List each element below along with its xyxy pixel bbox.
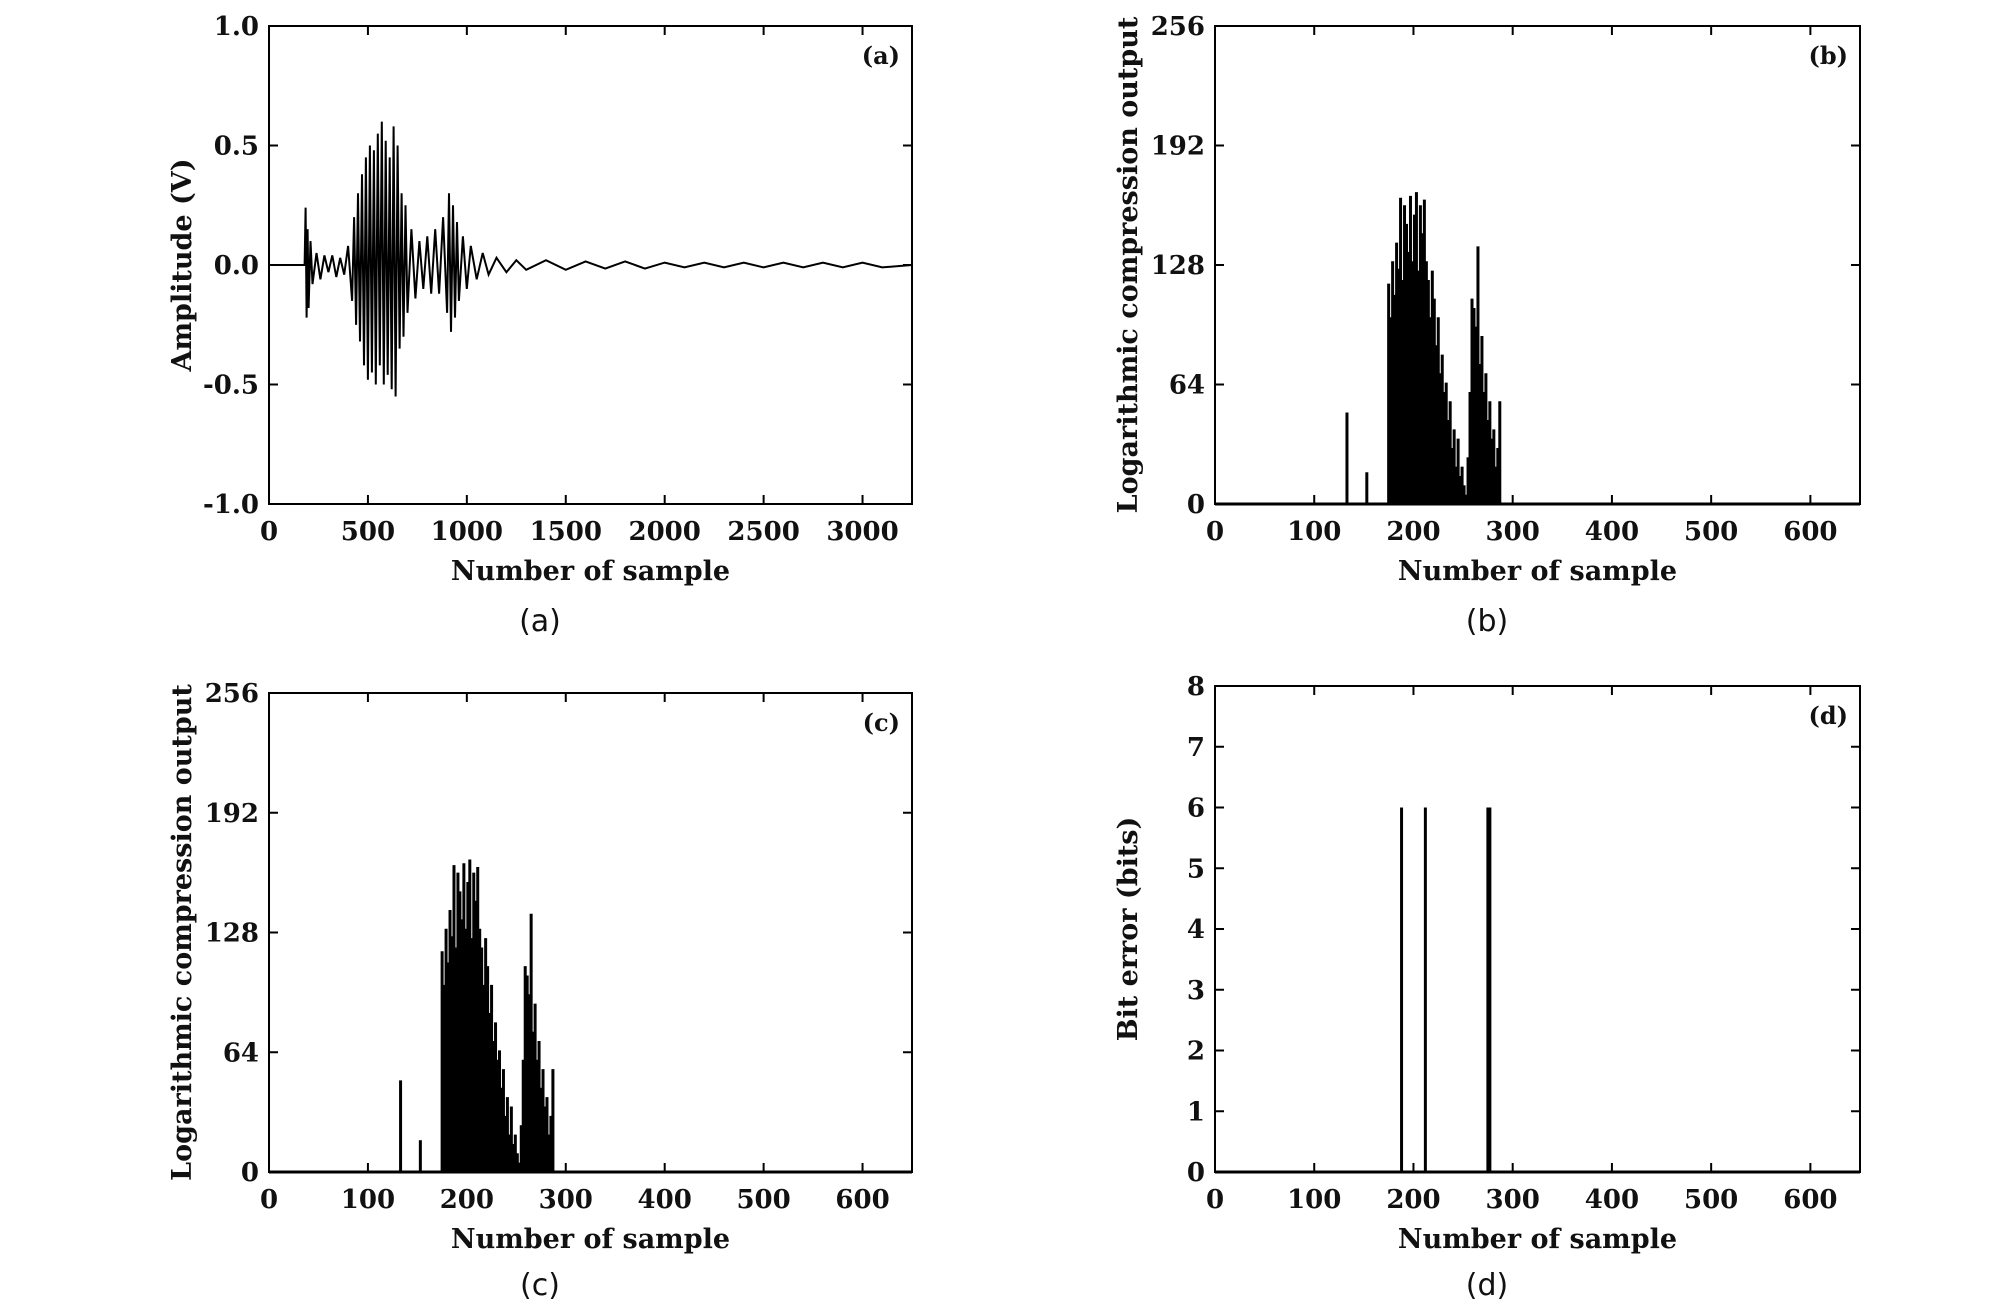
y-tick-label-d-4: 4 [1187, 915, 1205, 945]
y-tick-label-d-5: 5 [1187, 854, 1205, 884]
x-tick-label-b-3: 300 [1486, 517, 1540, 547]
y-tick-label-c-1: 64 [223, 1038, 259, 1068]
y-axis-label-c: Logarithmic compression output [167, 684, 198, 1181]
y-tick-label-d-3: 3 [1187, 976, 1205, 1006]
x-axis-label-c: Number of sample [451, 1224, 730, 1255]
x-tick-label-b-6: 600 [1783, 517, 1837, 547]
y-tick-label-b-3: 192 [1151, 132, 1205, 162]
chart-a: 0 500 1000 1500 2000 2500 3000 -1.0 -0.5 0.0 0.5 1.… [167, 12, 913, 587]
panel-tag-c: (c) [863, 708, 900, 737]
x-tick-label-a-0: 0 [260, 517, 278, 547]
x-tick-label-b-4: 400 [1585, 517, 1639, 547]
y-tick-label-a-4: 1.0 [214, 12, 259, 42]
x-tick-label-c-2: 200 [440, 1185, 494, 1215]
x-axis-label-b: Number of sample [1398, 556, 1677, 587]
x-tick-label-c-5: 500 [736, 1185, 790, 1215]
y-tick-label-b-2: 128 [1151, 251, 1205, 281]
x-tick-label-d-3: 300 [1486, 1185, 1540, 1215]
caption-d: (d) [1465, 1268, 1509, 1303]
y-tick-label-d-8: 8 [1187, 672, 1205, 702]
x-tick-label-a-3: 1500 [530, 517, 602, 547]
x-tick-label-c-3: 300 [539, 1185, 593, 1215]
x-tick-label-c-4: 400 [638, 1185, 692, 1215]
x-tick-label-a-5: 2500 [727, 517, 799, 547]
y-tick-label-a-3: 0.5 [214, 132, 259, 162]
y-tick-label-a-0: -1.0 [203, 490, 259, 520]
y-axis-label-a: Amplitude (V) [167, 159, 198, 373]
y-axis-label-b: Logarithmic compression output [1113, 16, 1144, 513]
y-tick-label-d-2: 2 [1187, 1037, 1205, 1067]
x-tick-label-a-2: 1000 [431, 517, 503, 547]
y-tick-label-b-4: 256 [1151, 12, 1205, 42]
caption-b: (b) [1465, 604, 1509, 639]
x-tick-label-d-2: 200 [1386, 1185, 1440, 1215]
y-tick-label-d-7: 7 [1187, 733, 1205, 763]
y-tick-label-d-6: 6 [1187, 794, 1205, 824]
x-tick-label-b-2: 200 [1386, 517, 1440, 547]
plot-frame-d [1214, 685, 1861, 1173]
panel-b: 0 100 200 300 400 500 600 0 64 128 192 256 Number of… [1113, 12, 1861, 587]
caption-c: (c) [520, 1268, 560, 1303]
x-axis-label-d: Number of sample [1398, 1224, 1677, 1255]
x-tick-label-b-1: 100 [1287, 517, 1341, 547]
y-axis-label-d: Bit error (bits) [1113, 817, 1144, 1042]
x-tick-label-c-6: 600 [835, 1185, 889, 1215]
x-tick-label-c-0: 0 [260, 1185, 278, 1215]
y-tick-label-c-3: 192 [205, 799, 259, 829]
x-tick-label-d-4: 400 [1585, 1185, 1639, 1215]
panel-tag-b: (b) [1809, 41, 1849, 70]
x-tick-label-a-6: 3000 [826, 517, 898, 547]
y-tick-label-b-0: 0 [1187, 490, 1205, 520]
x-tick-label-a-1: 500 [341, 517, 395, 547]
series-line-a [269, 121, 913, 397]
y-tick-label-b-1: 64 [1169, 371, 1205, 401]
y-tick-label-a-2: 0.0 [214, 251, 259, 281]
x-tick-label-b-5: 500 [1684, 517, 1738, 547]
y-tick-label-c-4: 256 [205, 679, 259, 709]
x-axis-label-a: Number of sample [451, 556, 730, 587]
y-tick-label-c-0: 0 [241, 1158, 259, 1188]
x-tick-label-d-5: 500 [1684, 1185, 1738, 1215]
x-tick-label-d-6: 600 [1783, 1185, 1837, 1215]
y-tick-label-a-1: -0.5 [203, 371, 259, 401]
y-tick-label-d-0: 0 [1187, 1158, 1205, 1188]
panel-tag-d: (d) [1809, 701, 1849, 730]
caption-a: (a) [519, 604, 561, 639]
x-tick-label-a-4: 2000 [629, 517, 701, 547]
x-tick-label-d-0: 0 [1206, 1185, 1224, 1215]
x-tick-label-d-1: 100 [1287, 1185, 1341, 1215]
x-tick-label-b-0: 0 [1206, 517, 1224, 547]
x-tick-label-c-1: 100 [341, 1185, 395, 1215]
chart-b: 0 100 200 300 400 500 600 0 64 128 192 256 Number of… [1113, 12, 1861, 587]
panel-tag-a: (a) [862, 41, 900, 70]
panel-c: 0 100 200 300 400 500 600 0 64 128 192 256 Number of… [167, 679, 913, 1255]
y-tick-label-d-1: 1 [1187, 1097, 1205, 1127]
chart-c: 0 100 200 300 400 500 600 0 64 128 192 256 Number of… [167, 679, 913, 1255]
y-tick-label-c-2: 128 [205, 919, 259, 949]
panel-a: 0 500 1000 1500 2000 2500 3000 -1.0 -0.5 0.0 0.5 1.… [0, 0, 1004, 653]
